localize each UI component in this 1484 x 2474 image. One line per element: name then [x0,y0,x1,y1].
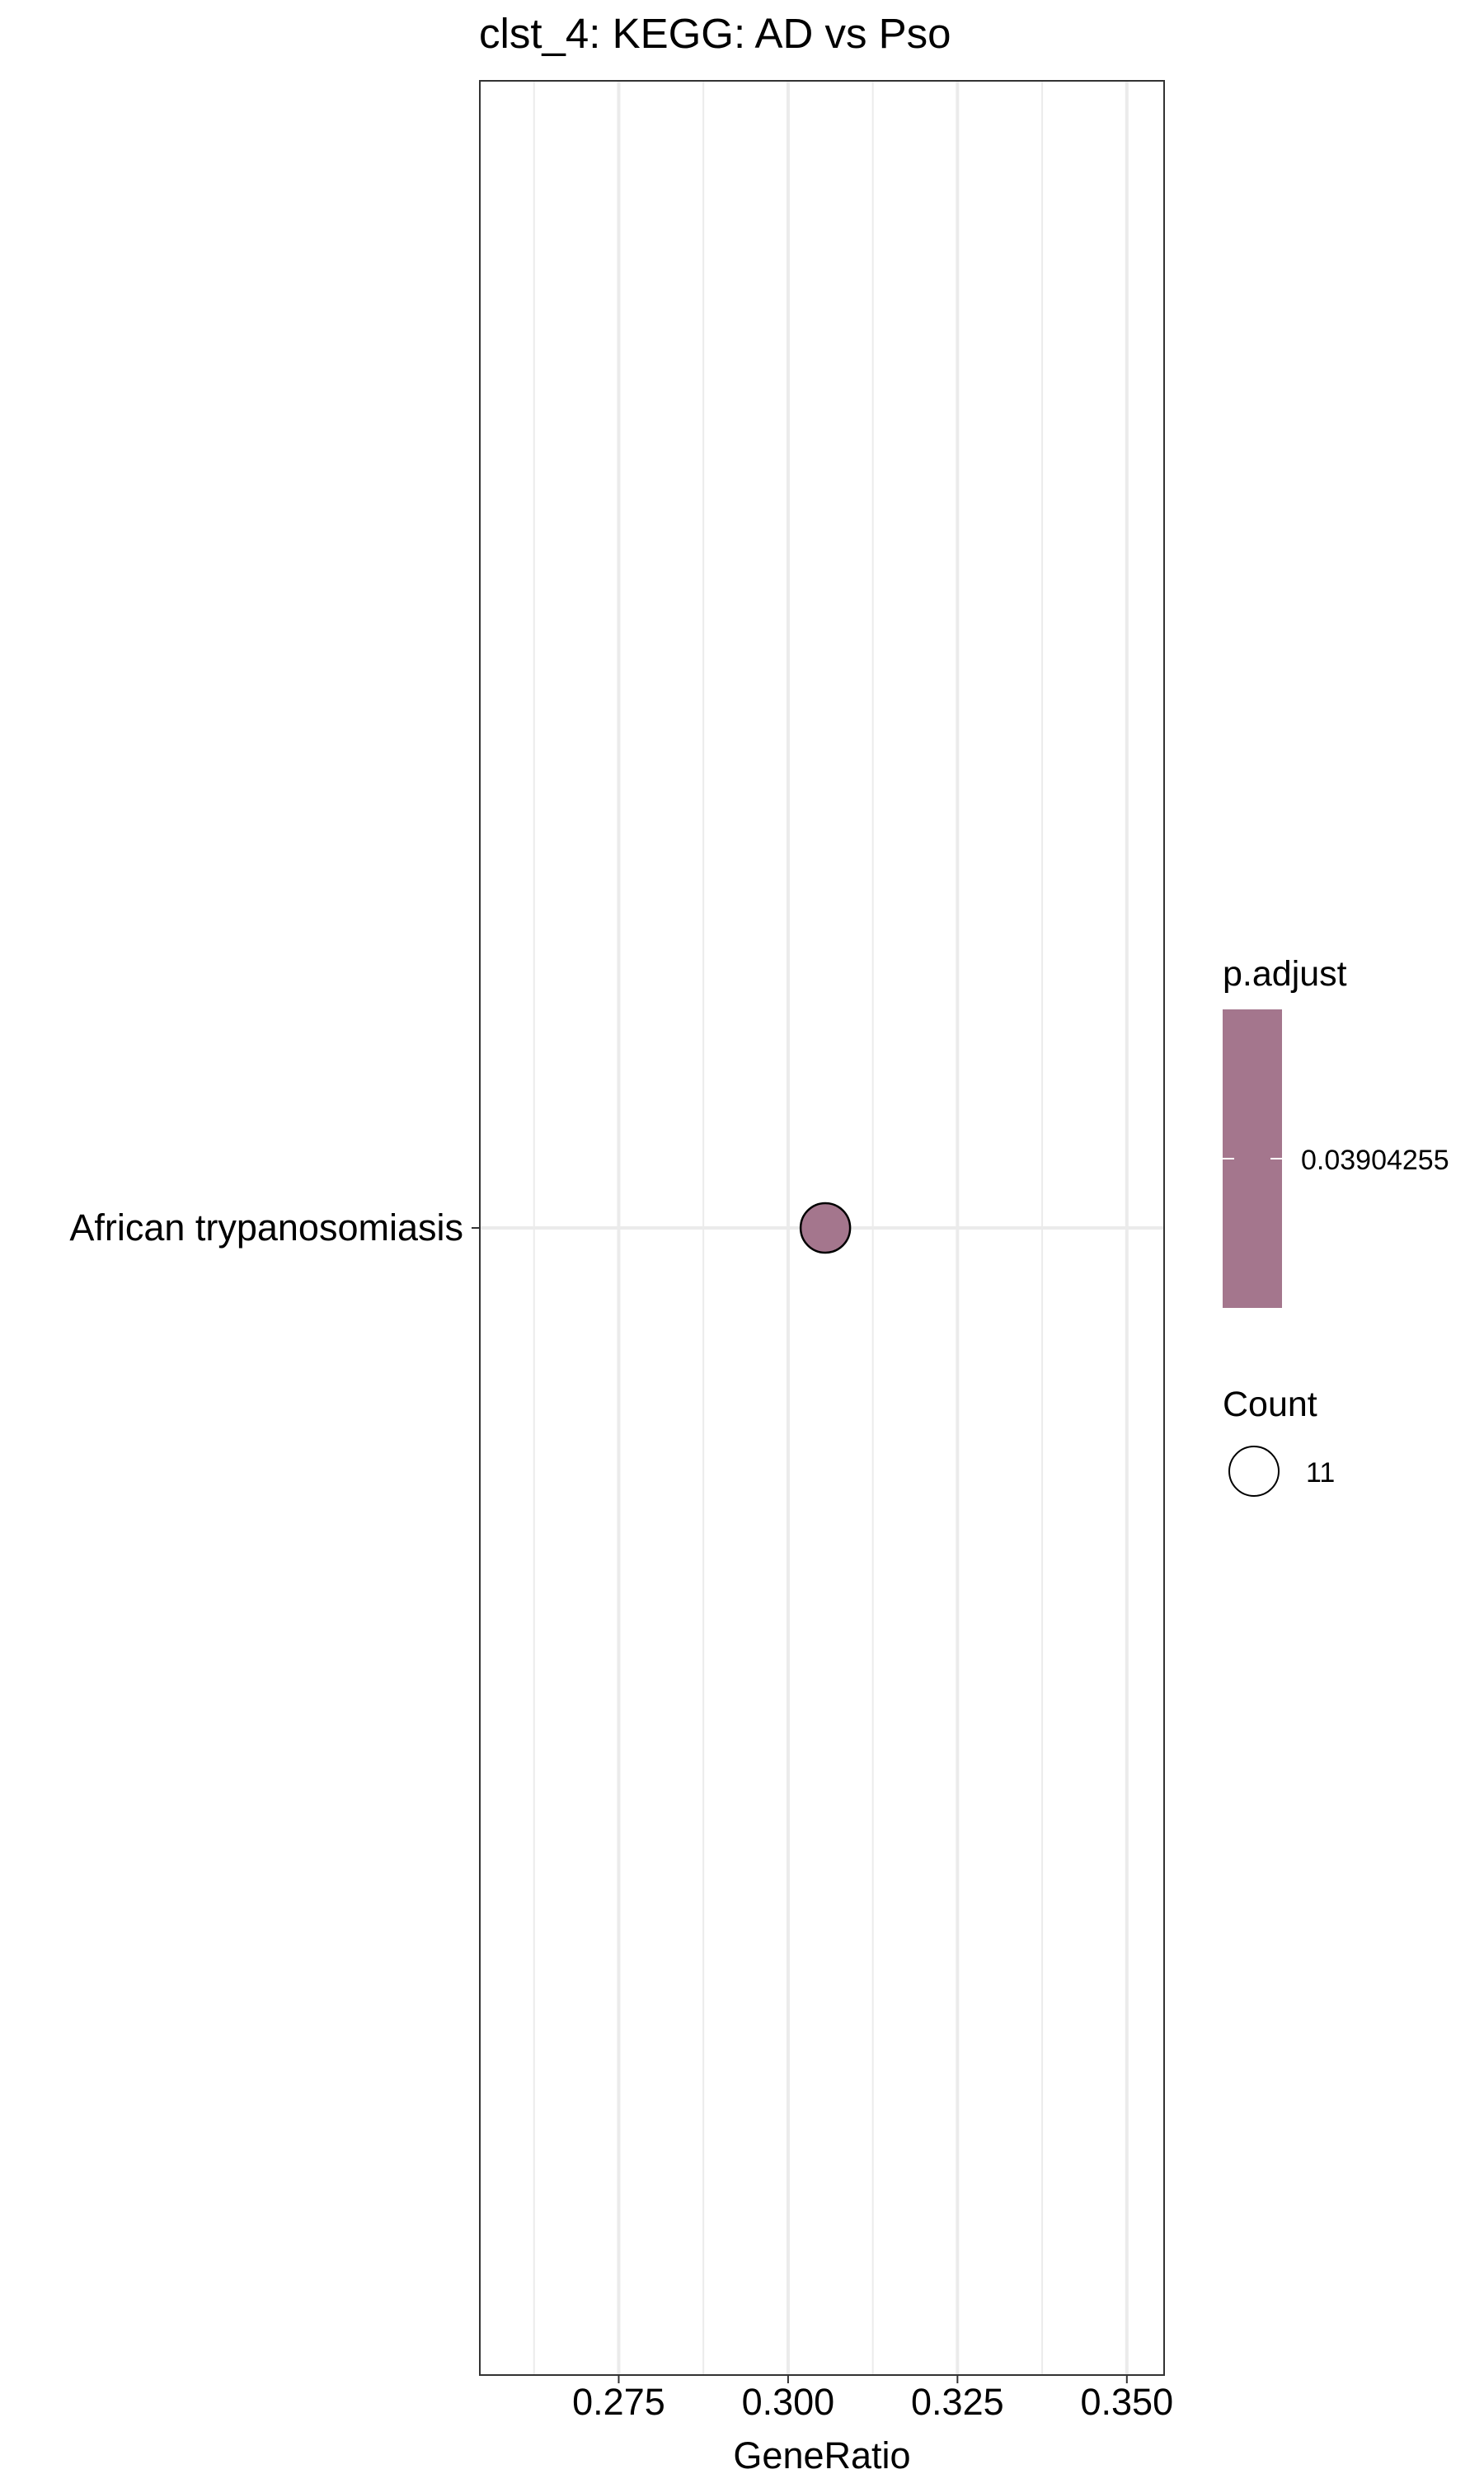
x-tick-label: 0.300 [742,2381,835,2423]
colorbar-tick-label: 0.03904255 [1301,1145,1449,1176]
x-tick-label: 0.325 [911,2381,1004,2423]
x-axis-title: GeneRatio [733,2434,910,2474]
data-point [799,1202,852,1254]
size-legend-label: 11 [1306,1457,1335,1489]
x-tick-label: 0.350 [1080,2381,1173,2423]
color-legend: p.adjust 0.03904255 [1223,954,1449,1308]
y-axis: African trypanosomiasis [69,1206,480,1249]
size-legend-title: Count [1223,1385,1317,1424]
data-points [799,1202,852,1254]
size-legend: Count 11 [1223,1385,1335,1497]
chart-title: clst_4: KEGG: AD vs Pso [479,10,951,57]
size-legend-key [1228,1446,1280,1497]
y-tick-label: African trypanosomiasis [69,1206,463,1249]
color-legend-title: p.adjust [1223,954,1347,994]
x-axis: 0.275 0.300 0.325 0.350 [572,2375,1173,2423]
x-tick-label: 0.275 [572,2381,665,2423]
